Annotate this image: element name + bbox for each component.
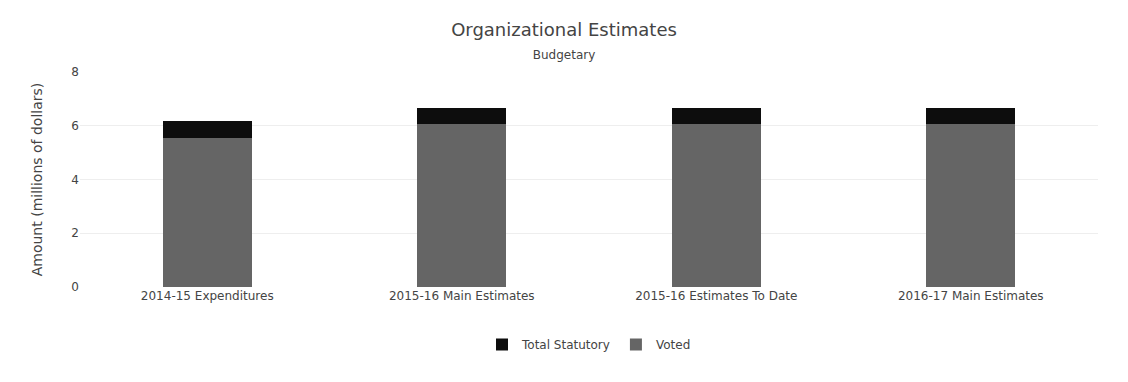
svg-text:2015-16 Main Estimates: 2015-16 Main Estimates xyxy=(389,289,535,303)
svg-text:2015-16 Estimates To Date: 2015-16 Estimates To Date xyxy=(635,289,797,303)
svg-text:2014-15 Expenditures: 2014-15 Expenditures xyxy=(141,289,274,303)
svg-text:Amount (millions of dollars): Amount (millions of dollars) xyxy=(29,83,45,277)
svg-text:Total Statutory: Total Statutory xyxy=(521,338,610,352)
svg-text:8: 8 xyxy=(71,65,79,79)
svg-text:2: 2 xyxy=(71,226,79,240)
svg-text:6: 6 xyxy=(71,119,79,133)
svg-text:0: 0 xyxy=(71,280,79,294)
svg-text:4: 4 xyxy=(71,173,79,187)
svg-text:Budgetary: Budgetary xyxy=(533,48,596,62)
svg-text:2016-17 Main Estimates: 2016-17 Main Estimates xyxy=(898,289,1044,303)
svg-text:Organizational Estimates: Organizational Estimates xyxy=(451,19,677,40)
svg-text:Voted: Voted xyxy=(656,338,690,352)
